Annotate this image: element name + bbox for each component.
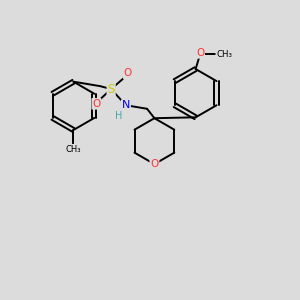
Text: CH₃: CH₃	[216, 50, 232, 59]
Text: O: O	[196, 48, 204, 58]
Text: O: O	[150, 159, 158, 169]
Text: O: O	[92, 99, 101, 109]
Text: N: N	[122, 100, 130, 110]
Text: CH₃: CH₃	[66, 145, 81, 154]
Text: O: O	[124, 68, 132, 78]
Text: S: S	[107, 82, 115, 95]
Text: H: H	[115, 111, 122, 122]
